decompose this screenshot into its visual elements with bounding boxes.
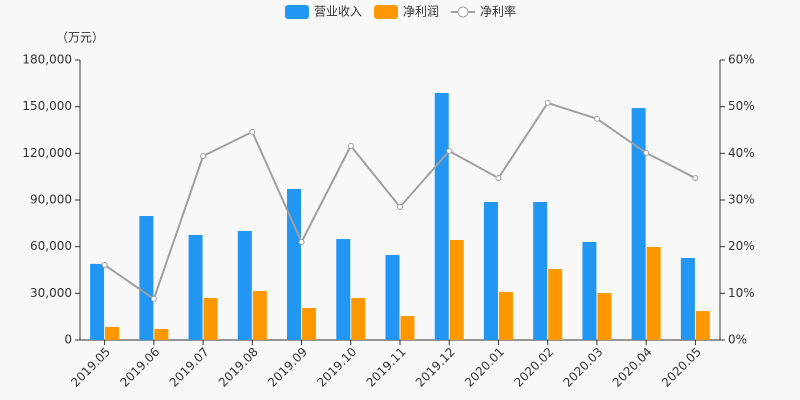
- bar: [105, 326, 120, 340]
- y-tick-label: 0: [64, 333, 72, 347]
- x-tick-label: 2019.09: [265, 345, 310, 390]
- bar: [385, 255, 400, 340]
- point: [495, 175, 502, 182]
- y2-tick-label: 10%: [728, 286, 755, 300]
- point: [643, 149, 650, 156]
- point: [200, 153, 207, 160]
- y2-tick-label: 40%: [728, 146, 755, 160]
- bar: [252, 291, 267, 340]
- bar: [548, 269, 563, 340]
- x-tick-label: 2019.08: [216, 345, 261, 390]
- y2-tick-label: 60%: [728, 53, 755, 67]
- bar: [90, 263, 105, 340]
- bar: [139, 216, 154, 340]
- bar: [336, 239, 351, 340]
- bar: [483, 202, 498, 340]
- bar: [646, 246, 661, 340]
- unit-label: （万元）: [56, 31, 104, 45]
- point: [150, 295, 157, 302]
- y-tick-label: 120,000: [22, 146, 72, 160]
- y-tick-label: 60,000: [30, 239, 72, 253]
- legend-label: 净利率: [480, 4, 516, 19]
- bar: [533, 202, 548, 340]
- bar: [287, 188, 302, 340]
- x-tick-label: 2020.05: [659, 345, 704, 390]
- x-tick-label: 2019.10: [314, 345, 359, 390]
- legend-label: 营业收入: [314, 5, 362, 19]
- x-tick-label: 2019.05: [68, 345, 113, 390]
- bar: [302, 307, 317, 340]
- bar: [695, 311, 710, 340]
- point: [397, 204, 403, 210]
- bar: [154, 328, 169, 340]
- point: [446, 148, 453, 154]
- bar: [631, 108, 646, 340]
- bar: [351, 298, 366, 340]
- x-tick-label: 2019.06: [117, 345, 162, 390]
- bar: [203, 298, 218, 340]
- bar: [434, 92, 449, 340]
- point: [249, 128, 256, 135]
- y2-tick-label: 30%: [728, 193, 755, 207]
- point: [101, 261, 108, 268]
- y2-tick-label: 20%: [728, 239, 755, 253]
- y-tick-label: 180,000: [22, 53, 72, 67]
- y-tick-label: 150,000: [22, 99, 72, 113]
- x-tick-label: 2019.12: [413, 345, 458, 390]
- y-tick-label: 30,000: [30, 286, 72, 300]
- point: [298, 239, 305, 245]
- x-tick-label: 2019.11: [364, 345, 409, 390]
- point: [692, 175, 699, 182]
- legend-swatch: [374, 5, 399, 19]
- bar: [400, 316, 415, 340]
- y2-tick-label: 0%: [728, 333, 747, 347]
- x-tick-label: 2020.01: [462, 345, 507, 390]
- bar: [237, 230, 252, 340]
- y-tick-label: 90,000: [30, 193, 72, 207]
- point: [593, 115, 600, 122]
- x-tick-label: 2020.02: [511, 345, 556, 390]
- point: [544, 99, 551, 106]
- bar: [582, 242, 597, 340]
- legend-swatch: [285, 5, 309, 19]
- bar: [449, 239, 464, 340]
- x-tick-label: 2019.07: [167, 345, 212, 390]
- bar: [498, 291, 513, 340]
- bar: [188, 235, 203, 340]
- bar: [680, 258, 695, 340]
- point: [347, 142, 354, 149]
- legend-swatch: [457, 6, 469, 18]
- x-tick-label: 2020.04: [610, 345, 655, 390]
- legend-label: 净利润: [403, 5, 439, 19]
- bar: [597, 293, 612, 340]
- x-tick-label: 2020.03: [561, 345, 606, 390]
- y2-tick-label: 50%: [728, 99, 755, 113]
